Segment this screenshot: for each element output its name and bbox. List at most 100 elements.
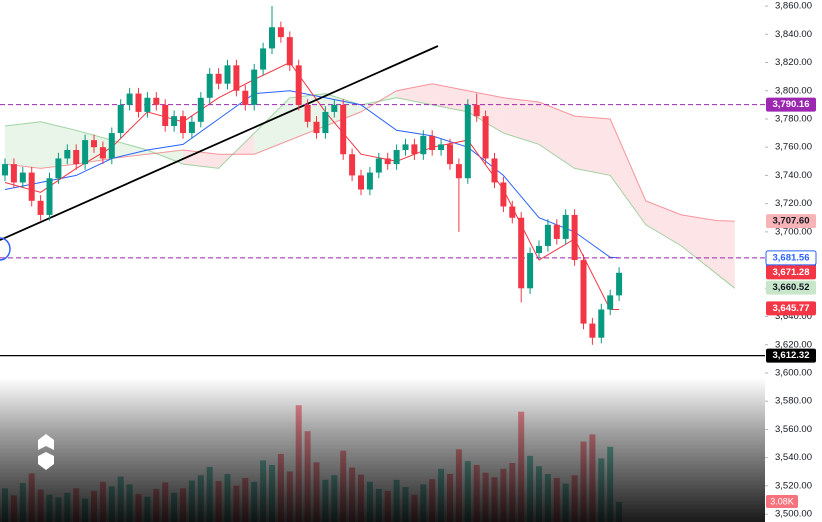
span-b bbox=[4, 83, 735, 222]
price-tag bbox=[766, 301, 816, 316]
candle-body bbox=[260, 48, 267, 70]
candle-body bbox=[206, 73, 213, 98]
candle-body bbox=[171, 116, 178, 127]
candle-body bbox=[269, 27, 275, 49]
candle-body bbox=[82, 140, 89, 165]
candle-body bbox=[527, 253, 534, 289]
candle-body bbox=[482, 116, 489, 159]
candle-body bbox=[224, 65, 231, 84]
y-tick-label: 3,720.00 bbox=[775, 198, 812, 209]
candle-body bbox=[580, 260, 587, 324]
candle-body bbox=[2, 164, 8, 176]
candle-body bbox=[144, 97, 151, 112]
candle-body bbox=[277, 27, 284, 38]
volume-tag-label: 3.08K bbox=[770, 496, 794, 506]
candle-body bbox=[64, 150, 71, 159]
candle-body bbox=[108, 133, 115, 159]
price-tag-label: 3,645.77 bbox=[773, 303, 810, 314]
candle-body bbox=[473, 104, 480, 117]
price-tag bbox=[766, 97, 816, 112]
candle-body bbox=[19, 172, 26, 183]
cloud-segment bbox=[717, 220, 735, 289]
y-tick-label: 3,540.00 bbox=[775, 452, 812, 463]
y-tick-label: 3,580.00 bbox=[775, 396, 812, 407]
candle-body bbox=[331, 104, 338, 112]
candle-body bbox=[464, 104, 471, 179]
candle-body bbox=[438, 144, 445, 151]
cloud-segment bbox=[183, 150, 219, 169]
cloud-segment bbox=[574, 116, 611, 176]
candle-body bbox=[313, 121, 320, 134]
candle-body bbox=[55, 158, 62, 179]
candle-body bbox=[358, 175, 364, 190]
cloud-segment bbox=[645, 200, 682, 246]
candle-body bbox=[518, 217, 525, 289]
y-tick-label: 3,740.00 bbox=[775, 170, 812, 181]
marker-ellipse bbox=[0, 237, 11, 261]
candle-body bbox=[402, 144, 409, 151]
candle-body bbox=[429, 135, 436, 151]
candle-body bbox=[536, 245, 542, 254]
y-tick-label: 3,520.00 bbox=[775, 480, 812, 491]
cloud-segment bbox=[610, 118, 646, 225]
cloud-segment bbox=[111, 140, 148, 159]
cloud-segment bbox=[503, 97, 539, 145]
candle-body bbox=[233, 65, 240, 91]
price-tag-label: 3,707.60 bbox=[773, 216, 810, 227]
y-tick-label: 3,840.00 bbox=[775, 29, 812, 40]
candle-body bbox=[153, 97, 160, 105]
candle-body bbox=[375, 158, 382, 173]
y-tick-label: 3,620.00 bbox=[775, 339, 812, 350]
cloud-segment bbox=[539, 102, 575, 169]
candle-body bbox=[197, 97, 204, 122]
candle-body bbox=[411, 144, 418, 155]
candle-body bbox=[242, 90, 249, 105]
candle-body bbox=[553, 224, 560, 239]
y-tick-label: 3,500.00 bbox=[775, 509, 812, 520]
y-tick-label: 3,860.00 bbox=[775, 1, 812, 12]
candle-body bbox=[180, 116, 186, 134]
price-tag bbox=[766, 265, 816, 280]
candle-body bbox=[28, 172, 35, 201]
price-tag-label: 3,660.52 bbox=[773, 282, 810, 293]
candle-body bbox=[162, 104, 169, 127]
candle-body bbox=[447, 144, 453, 165]
volume-tag bbox=[766, 495, 798, 509]
candle-body bbox=[589, 323, 596, 338]
cloud-segment bbox=[254, 97, 290, 155]
price-tag bbox=[766, 214, 816, 229]
y-tick-label: 3,700.00 bbox=[775, 226, 812, 237]
candle-body bbox=[455, 164, 462, 179]
y-tick-label: 3,560.00 bbox=[775, 424, 812, 435]
price-tag bbox=[765, 250, 817, 266]
watermark bbox=[38, 434, 54, 470]
candle-body bbox=[135, 93, 142, 112]
candle-body bbox=[322, 111, 329, 134]
price-tag bbox=[766, 280, 816, 295]
cloud-segment bbox=[5, 121, 41, 169]
trend-line bbox=[0, 45, 439, 241]
candle-body bbox=[37, 200, 44, 215]
candle-body bbox=[366, 172, 373, 190]
price-tag bbox=[766, 348, 816, 363]
candle-body bbox=[607, 295, 614, 310]
candle-body bbox=[188, 121, 195, 134]
candle-body bbox=[99, 147, 106, 159]
y-tick-label: 3,820.00 bbox=[775, 57, 812, 68]
candle-body bbox=[73, 150, 80, 165]
candle-body bbox=[544, 224, 551, 246]
price-tag-label: 3,612.32 bbox=[773, 350, 810, 361]
price-tag-label: 3,681.56 bbox=[773, 252, 810, 263]
price-tag-label: 3,790.16 bbox=[773, 99, 810, 110]
y-tick-label: 3,800.00 bbox=[775, 85, 812, 96]
candle-body bbox=[562, 214, 569, 239]
bottom-shade bbox=[0, 378, 765, 522]
candle-body bbox=[500, 182, 507, 207]
y-tick-label: 3,760.00 bbox=[775, 142, 812, 153]
candle-body bbox=[616, 272, 623, 296]
price-tag-label: 3,671.28 bbox=[773, 267, 810, 278]
candle-body bbox=[286, 37, 293, 66]
candle-body bbox=[491, 158, 498, 183]
y-tick-label: 3,640.00 bbox=[775, 311, 812, 322]
